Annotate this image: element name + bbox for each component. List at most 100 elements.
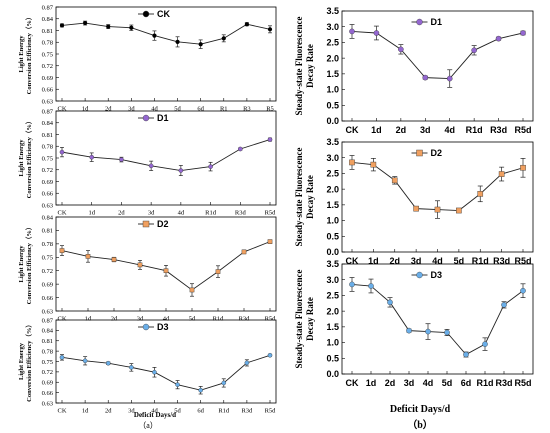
chart-b-d3-xtick-label: 5d bbox=[442, 378, 453, 388]
chart-a-d1-point bbox=[148, 163, 154, 169]
chart-a-d3-ylabel: Conversion Efficiency（%） bbox=[25, 321, 33, 402]
chart-a-ck-xtick-label: 6d bbox=[197, 106, 204, 113]
chart-b-d1-point bbox=[471, 47, 477, 54]
chart-a-d1-ytick-label: 0.75 bbox=[42, 155, 53, 162]
chart-b-d1-point bbox=[520, 30, 526, 36]
chart-b-d2-point bbox=[349, 159, 355, 166]
chart-b-d1-ytick-label: 2.5 bbox=[326, 38, 339, 48]
chart-a-d2: 0.63 0.66 0.69 0.72 0.75 0.78 0.81 0.84 CK 1d 2d 3d… bbox=[18, 214, 277, 323]
chart-a-ck-xtick-label: R5 bbox=[266, 106, 274, 113]
chart-a-d2-xtick-label: 2d bbox=[111, 316, 118, 323]
chart-a-d3-ytick-label: 0.78 bbox=[42, 348, 53, 355]
chart-b-d3-ytick-label: 2.0 bbox=[326, 306, 339, 316]
chart-a-ck-ytick-label: 0.78 bbox=[42, 40, 53, 47]
chart-a-d2-ylabel: Light Energy bbox=[18, 245, 25, 283]
chart-b-d2-ytick-label: 3.0 bbox=[326, 153, 339, 163]
chart-a-d3-ytick-label: 0.87 bbox=[42, 317, 54, 324]
chart-a-d3-xtick-label: R5d bbox=[265, 408, 277, 415]
chart-a-ck-xtick-label: 3d bbox=[128, 106, 135, 113]
chart-a-d3-ytick-label: 0.66 bbox=[42, 390, 54, 397]
chart-b-d2-legend-marker bbox=[416, 149, 423, 157]
chart-b-d3-ytick-label: 1.0 bbox=[326, 338, 339, 348]
chart-a-ck-xtick-label: 4d bbox=[151, 106, 158, 113]
chart-a-d3-ylabel: Light Energy bbox=[18, 342, 25, 380]
chart-a-d2-ytick-label: 0.78 bbox=[42, 241, 53, 248]
chart-a-d2-xtick-label: R1d bbox=[213, 316, 225, 323]
chart-b-d1-xtick-label: 2d bbox=[396, 125, 407, 135]
chart-a-d2-point bbox=[189, 287, 195, 293]
chart-a-d3-point bbox=[267, 352, 273, 358]
chart-a-d2-xtick-label: R3d bbox=[239, 316, 251, 323]
chart-a-ck-ytick-label: 0.69 bbox=[42, 75, 53, 82]
chart-b-d2-ylabel: Decay Rate bbox=[305, 175, 315, 219]
chart-b-d1-xtick-label: 4d bbox=[444, 125, 455, 135]
chart-b-d1-point bbox=[349, 28, 355, 35]
chart-a-d3-xtick-label: CK bbox=[57, 408, 66, 415]
chart-a-d1-frame bbox=[55, 110, 277, 206]
chart-b-d2-xtick-label: 4d bbox=[432, 256, 443, 266]
chart-b-d2-ytick-label: 1.5 bbox=[326, 200, 339, 210]
chart-a-d2-xtick-label: CK bbox=[57, 316, 66, 323]
chart-a-d3-ytick-label: 0.69 bbox=[42, 380, 53, 387]
chart-b-d3-legend-marker bbox=[416, 271, 423, 279]
chart-a-ck-ytick-label: 0.84 bbox=[42, 16, 54, 23]
chart-b-d1-ytick-label: 0.0 bbox=[326, 116, 339, 126]
chart-b-d1-ytick-label: 1.0 bbox=[326, 85, 339, 95]
chart-a-d2-ytick-label: 0.66 bbox=[42, 295, 54, 302]
chart-b-d1-series-line bbox=[351, 30, 524, 80]
chart-a-d3-ytick-label: 0.63 bbox=[42, 400, 53, 407]
chart-b-d3-point bbox=[425, 328, 431, 335]
chart-b-d1-ylabel: Steady-state Fluorescence bbox=[294, 16, 304, 115]
chart-b-d3-xtick-label: 4d bbox=[423, 378, 434, 388]
chart-b-d2-point bbox=[456, 207, 462, 214]
chart-b-d3-point bbox=[368, 283, 374, 289]
chart-a-ck-ytick-label: 0.63 bbox=[42, 98, 53, 105]
chart-a-d1-legend-label: D1 bbox=[157, 113, 169, 123]
chart-a-d1-ytick-label: 0.84 bbox=[42, 120, 54, 127]
chart-b-d2-xtick-label: CK bbox=[346, 256, 359, 266]
chart-a-d3-xtick-label: R1d bbox=[218, 408, 230, 415]
chart-b-d2-point bbox=[413, 205, 419, 212]
chart-a-ck-ytick-label: 0.66 bbox=[42, 87, 54, 94]
panel-b-xlabel: Deficit Days/d bbox=[390, 404, 451, 415]
chart-a-ck-ylabel: Light Energy bbox=[18, 35, 25, 73]
chart-a-ck-ytick-label: 0.87 bbox=[42, 4, 54, 11]
chart-a-d3-point bbox=[59, 355, 65, 360]
chart-b-d3-point bbox=[349, 281, 355, 288]
chart-b-d2-ytick-label: 0.0 bbox=[326, 247, 339, 257]
chart-b-d3-frame bbox=[341, 263, 534, 375]
chart-b-d3-ytick-label: 0.0 bbox=[326, 369, 339, 379]
chart-b-d3-ylabel: Decay Rate bbox=[305, 297, 315, 341]
chart-a-d1-xtick-label: CK bbox=[57, 210, 66, 217]
chart-a-ck-point bbox=[221, 36, 226, 41]
chart-b-d3-point bbox=[520, 287, 526, 294]
chart-b-d2-ytick-label: 2.0 bbox=[326, 184, 339, 194]
chart-a-d1-ytick-label: 0.69 bbox=[42, 179, 53, 186]
chart-b-d3-legend-label: D3 bbox=[431, 270, 443, 280]
chart-b-d2-point bbox=[391, 177, 398, 184]
chart-a-ck-series-line bbox=[61, 22, 271, 45]
chart-b-d3-ytick-label: 2.5 bbox=[326, 291, 339, 301]
chart-a-d1-point bbox=[208, 164, 213, 169]
chart-b-d1-ytick-label: 1.5 bbox=[326, 69, 339, 79]
chart-a-d3-ytick-label: 0.84 bbox=[42, 328, 54, 335]
chart-b-d3-ytick-label: 1.5 bbox=[326, 322, 339, 332]
chart-a-d2-xtick-label: 3d bbox=[137, 316, 144, 323]
chart-a-d1-point bbox=[267, 137, 273, 142]
chart-b-d2-xtick-label: 3d bbox=[411, 256, 422, 266]
chart-a-ck-point bbox=[175, 39, 180, 44]
chart-b-d2-ytick-label: 1.0 bbox=[326, 216, 339, 226]
chart-a-d2-point bbox=[137, 262, 143, 268]
chart-b-d2: 0.0 0.5 1.0 1.5 2.0 2.5 3.0 3.5 CK 1d 2d 3d 4d 5d R1d R… bbox=[294, 137, 534, 266]
chart-b-d3-ytick-label: 3.5 bbox=[326, 259, 339, 269]
chart-b-d2-frame bbox=[341, 141, 534, 253]
chart-a-d2-point bbox=[163, 268, 169, 274]
chart-a-d2-legend-marker bbox=[142, 220, 150, 228]
chart-a-d3-xtick-label: 5d bbox=[174, 408, 181, 415]
chart-a-ck-point bbox=[267, 27, 273, 32]
chart-a-d2-ytick-label: 0.69 bbox=[42, 281, 53, 288]
chart-a-d1-legend-marker bbox=[142, 114, 150, 122]
